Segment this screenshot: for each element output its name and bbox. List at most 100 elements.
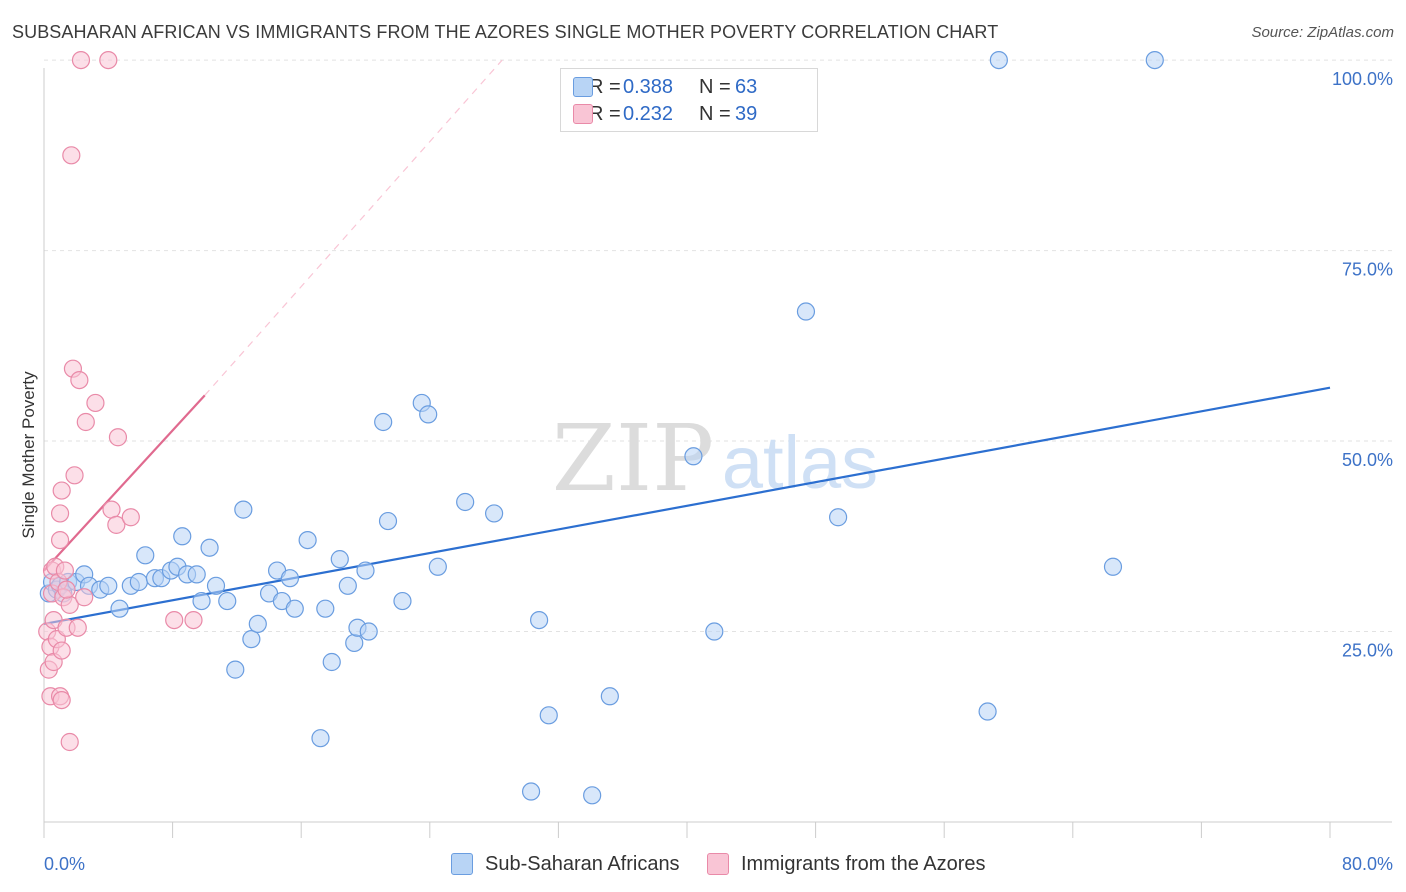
point-azores [75, 588, 94, 607]
point-subsaharan [539, 706, 558, 725]
source-label: Source: ZipAtlas.com [1251, 24, 1394, 41]
trend-line-extension [204, 59, 503, 396]
watermark-atlas: atlas [722, 421, 878, 504]
point-subsaharan [345, 633, 364, 653]
point-azores [65, 466, 84, 485]
legend-r-label: R = [589, 102, 621, 125]
legend-n-value: 39 [735, 102, 758, 125]
y-axis-label: Single Mother Poverty [19, 371, 38, 539]
y-tick-label: 100.0% [1332, 69, 1393, 89]
point-subsaharan [192, 591, 211, 611]
point-subsaharan [684, 447, 703, 466]
point-azores [76, 412, 95, 432]
point-subsaharan [338, 576, 357, 595]
point-subsaharan [356, 561, 375, 580]
chart-title: SUBSAHARAN AFRICAN VS IMMIGRANTS FROM TH… [12, 22, 999, 42]
point-subsaharan [456, 492, 475, 512]
legend-swatch-pink [573, 104, 593, 124]
legend-item-label: Immigrants from the Azores [741, 852, 986, 875]
point-azores [52, 641, 71, 660]
point-subsaharan [978, 702, 997, 721]
point-subsaharan [829, 508, 848, 527]
trend-lines [43, 59, 1331, 625]
point-subsaharan [583, 786, 602, 805]
legend-item-subsaharan: Sub-Saharan Africans [451, 852, 680, 876]
point-azores [121, 508, 140, 527]
point-azores [50, 530, 70, 550]
tick-labels: 25.0% 50.0% 75.0% 100.0% 0.0% 80.0% [44, 69, 1393, 874]
point-subsaharan [136, 546, 155, 565]
point-subsaharan [359, 622, 378, 641]
point-azores [102, 500, 121, 519]
legend-n-value: 63 [735, 75, 758, 98]
x-tick-label: 80.0% [1342, 854, 1393, 874]
point-subsaharan [285, 599, 304, 618]
point-subsaharan [298, 530, 317, 550]
point-subsaharan [1103, 557, 1123, 576]
point-subsaharan [1145, 50, 1164, 70]
trend-line [43, 394, 206, 572]
legend-swatch-pink [707, 853, 729, 875]
point-subsaharan [485, 504, 504, 523]
watermark: ZIP atlas [552, 405, 878, 512]
axes [43, 68, 1392, 838]
point-azores [70, 370, 89, 390]
legend-swatch-blue [573, 77, 593, 97]
point-subsaharan [187, 565, 206, 584]
point-subsaharan [129, 572, 148, 592]
point-subsaharan [705, 622, 724, 641]
correlation-legend: R = 0.388 N = 63 R = 0.232 N = 39 [560, 68, 818, 132]
point-subsaharan [234, 500, 253, 519]
legend-r-value: 0.388 [623, 75, 674, 98]
point-subsaharan [322, 652, 341, 672]
point-azores [107, 515, 126, 534]
point-subsaharan [378, 511, 398, 531]
legend-r-label: R = [589, 75, 621, 98]
legend-row-subsaharan: R = 0.388 N = 63 [573, 74, 758, 100]
point-subsaharan [330, 550, 349, 569]
point-subsaharan [428, 557, 447, 576]
point-subsaharan [316, 599, 335, 618]
y-tick-label: 50.0% [1342, 450, 1393, 470]
point-subsaharan [600, 687, 619, 706]
point-subsaharan [989, 50, 1008, 70]
point-subsaharan [218, 591, 237, 611]
point-subsaharan [521, 782, 541, 801]
legend-swatch-blue [451, 853, 473, 875]
point-azores [68, 618, 87, 637]
legend-item-azores: Immigrants from the Azores [707, 852, 986, 876]
point-azores [52, 690, 71, 710]
point-subsaharan [311, 729, 330, 748]
legend-r-value: 0.232 [623, 102, 674, 125]
data-points [38, 50, 1164, 805]
legend-n-label: N = [699, 75, 731, 98]
point-subsaharan [419, 405, 438, 424]
point-subsaharan [200, 538, 219, 557]
point-azores [55, 561, 74, 580]
point-azores [108, 428, 128, 447]
point-azores [57, 580, 76, 599]
legend-row-azores: R = 0.232 N = 39 [573, 101, 758, 127]
trend-line [43, 386, 1331, 625]
point-subsaharan [248, 614, 267, 634]
x-tick-label: 0.0% [44, 854, 85, 874]
point-subsaharan [206, 576, 226, 595]
point-subsaharan [99, 576, 118, 595]
point-subsaharan [280, 569, 300, 588]
point-subsaharan [110, 599, 129, 618]
point-azores [50, 504, 70, 523]
point-subsaharan [242, 630, 261, 649]
point-subsaharan [530, 610, 549, 630]
legend-n-label: N = [699, 102, 731, 125]
grid-lines [44, 59, 1392, 633]
point-subsaharan [226, 660, 245, 679]
y-tick-label: 25.0% [1342, 641, 1393, 661]
point-subsaharan [374, 412, 393, 432]
point-azores [52, 481, 71, 500]
point-azores [60, 732, 79, 752]
point-azores [184, 610, 203, 630]
point-azores [71, 50, 91, 70]
point-azores [165, 610, 184, 630]
y-tick-label: 75.0% [1342, 260, 1393, 280]
